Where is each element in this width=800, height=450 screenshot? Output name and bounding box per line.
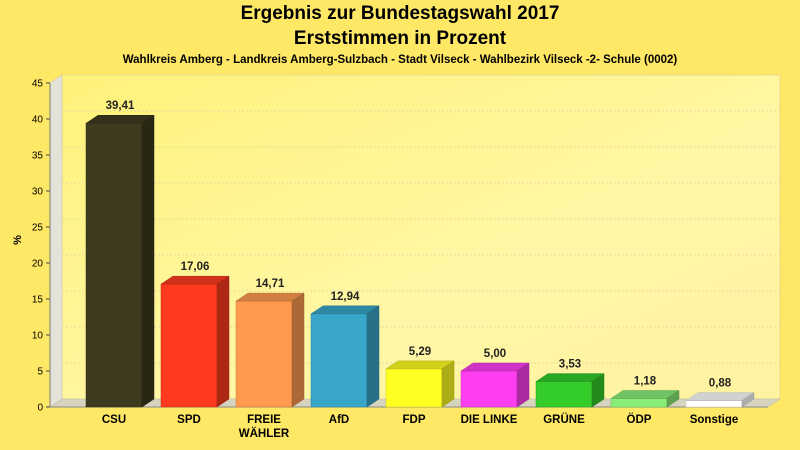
x-tick-label: GRÜNE bbox=[543, 413, 585, 426]
bar bbox=[310, 313, 368, 408]
y-tick-label: 10 bbox=[32, 331, 44, 342]
y-tick-label: 40 bbox=[32, 115, 44, 126]
chart-title: Ergebnis zur Bundestagswahl 2017 bbox=[240, 3, 560, 24]
y-tick-label: 25 bbox=[32, 223, 44, 234]
x-tick-label: ÖDP bbox=[627, 413, 652, 426]
data-label: 17,06 bbox=[181, 261, 210, 273]
x-tick-label: AfD bbox=[329, 414, 349, 426]
x-tick-label: FREIE bbox=[247, 414, 281, 426]
y-axis-label: % bbox=[12, 235, 24, 245]
data-label: 14,71 bbox=[256, 278, 285, 290]
y-tick-label: 30 bbox=[32, 187, 44, 198]
bar bbox=[160, 283, 218, 408]
x-tick-label: WÄHLER bbox=[239, 427, 290, 440]
bar-side bbox=[291, 292, 305, 408]
bar bbox=[385, 368, 443, 408]
x-tick-label: Sonstige bbox=[690, 414, 739, 426]
bar-side bbox=[366, 305, 380, 408]
y-tick-label: 20 bbox=[32, 259, 44, 270]
data-label: 39,41 bbox=[106, 100, 135, 112]
y-tick-label: 0 bbox=[37, 403, 43, 414]
chart-subtitle: Erststimmen in Prozent bbox=[293, 28, 507, 49]
y-tick-label: 5 bbox=[37, 367, 43, 378]
data-label: 5,29 bbox=[409, 346, 431, 358]
data-label: 12,94 bbox=[331, 291, 360, 303]
bar-side bbox=[216, 275, 230, 408]
y-tick-label: 35 bbox=[32, 151, 44, 162]
data-label: 3,53 bbox=[559, 359, 581, 371]
y-tick-label: 45 bbox=[32, 79, 44, 90]
x-tick-label: SPD bbox=[177, 414, 201, 426]
bar-side bbox=[591, 373, 605, 408]
x-tick-label: CSU bbox=[102, 414, 126, 426]
data-label: 1,18 bbox=[634, 376, 657, 388]
bar-side bbox=[441, 360, 455, 408]
x-tick-label: FDP bbox=[403, 414, 426, 426]
bar bbox=[460, 370, 518, 408]
y-tick-label: 15 bbox=[32, 295, 44, 306]
chart-subtitle-location: Wahlkreis Amberg - Landkreis Amberg-Sulz… bbox=[122, 54, 678, 66]
data-label: 5,00 bbox=[484, 348, 506, 360]
bar bbox=[685, 400, 743, 408]
data-label: 0,88 bbox=[709, 378, 732, 390]
bar bbox=[610, 398, 668, 408]
bar bbox=[85, 122, 143, 408]
bar-side bbox=[141, 114, 155, 408]
bar-side bbox=[666, 390, 680, 408]
bar-side bbox=[516, 362, 530, 408]
chart-side-wall bbox=[49, 74, 63, 408]
x-tick-label: DIE LINKE bbox=[461, 414, 518, 426]
bar bbox=[535, 381, 593, 408]
bar bbox=[235, 300, 293, 408]
bar-side bbox=[741, 392, 755, 408]
